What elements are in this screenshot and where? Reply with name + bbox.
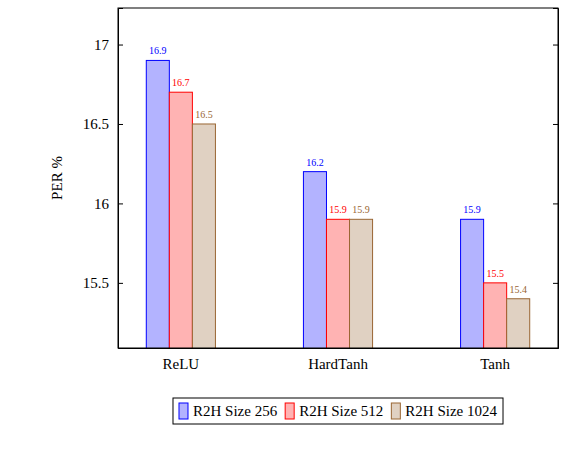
y-axis-line — [119, 9, 124, 349]
y-tick: 15.5 — [83, 275, 123, 291]
x-tick: Tanh — [480, 356, 510, 372]
chart: 15.51616.517ReLUHardTanhTanhPER %16.916.… — [0, 0, 574, 468]
data-label: 15.9 — [463, 204, 481, 215]
data-label: 16.2 — [306, 157, 324, 168]
y-tick-mark — [118, 124, 123, 125]
y-axis-right-line — [553, 9, 559, 349]
x-tick: HardTanh — [308, 356, 368, 372]
y-tick: 17 — [94, 37, 123, 53]
plot-frame — [118, 8, 558, 348]
y-tick: 16 — [94, 196, 123, 212]
y-tick-mark — [118, 203, 123, 204]
legend-swatch — [391, 403, 400, 419]
y-tick-right — [553, 283, 558, 284]
data-label: 16.5 — [195, 109, 213, 120]
bar — [461, 219, 484, 348]
y-tick-label: 16 — [94, 196, 110, 212]
y-tick-right — [553, 124, 558, 125]
bar — [303, 172, 326, 348]
y-tick-mark — [553, 283, 558, 284]
y-tick-right — [553, 203, 558, 204]
y-tick-mark — [118, 45, 123, 46]
y-axis-title: PER % — [49, 156, 65, 200]
data-label: 15.9 — [329, 204, 347, 215]
legend-label: R2H Size 256 — [193, 403, 278, 419]
x-tick-label: HardTanh — [308, 356, 368, 372]
y-tick-label: 16.5 — [83, 116, 109, 132]
legend-label: R2H Size 512 — [299, 403, 383, 419]
y-axis-right — [553, 9, 559, 349]
data-label: 15.9 — [352, 204, 370, 215]
legend: R2H Size 256 R2H Size 512 R2H Size 1024 — [173, 398, 503, 424]
data-labels: 16.9 16.2 15.9 16.7 15.9 15.5 16.5 15.9 15.4 — [149, 45, 527, 294]
data-label: 15.4 — [509, 284, 527, 295]
x-axis: ReLU HardTanh Tanh — [119, 349, 559, 372]
y-tick: 16.5 — [83, 116, 123, 132]
bars — [146, 60, 529, 348]
x-tick: ReLU — [163, 356, 200, 372]
y-tick-label: 17 — [94, 37, 110, 53]
bar — [192, 124, 215, 348]
y-tick-label: 15.5 — [83, 275, 109, 291]
bar — [326, 219, 349, 348]
data-label: 16.7 — [172, 77, 190, 88]
legend-label: R2H Size 1024 — [405, 403, 497, 419]
legend-swatch — [179, 403, 188, 419]
bar — [350, 219, 373, 348]
bar — [484, 283, 507, 348]
x-tick-label: Tanh — [480, 356, 510, 372]
bar — [507, 299, 530, 348]
legend-box — [173, 398, 503, 424]
data-label: 15.5 — [486, 268, 504, 279]
y-tick-mark — [118, 283, 123, 284]
data-label: 16.9 — [149, 45, 167, 56]
bar — [169, 92, 192, 348]
x-tick-label: ReLU — [163, 356, 200, 372]
x-axis-line — [119, 348, 559, 349]
y-axis: 15.5 16 16.5 17 — [83, 9, 123, 349]
y-tick-mark — [553, 124, 558, 125]
y-tick-right — [553, 45, 558, 46]
legend-swatch — [285, 403, 294, 419]
bar — [146, 60, 169, 348]
y-tick-mark — [553, 45, 558, 46]
y-tick-mark — [553, 203, 558, 204]
